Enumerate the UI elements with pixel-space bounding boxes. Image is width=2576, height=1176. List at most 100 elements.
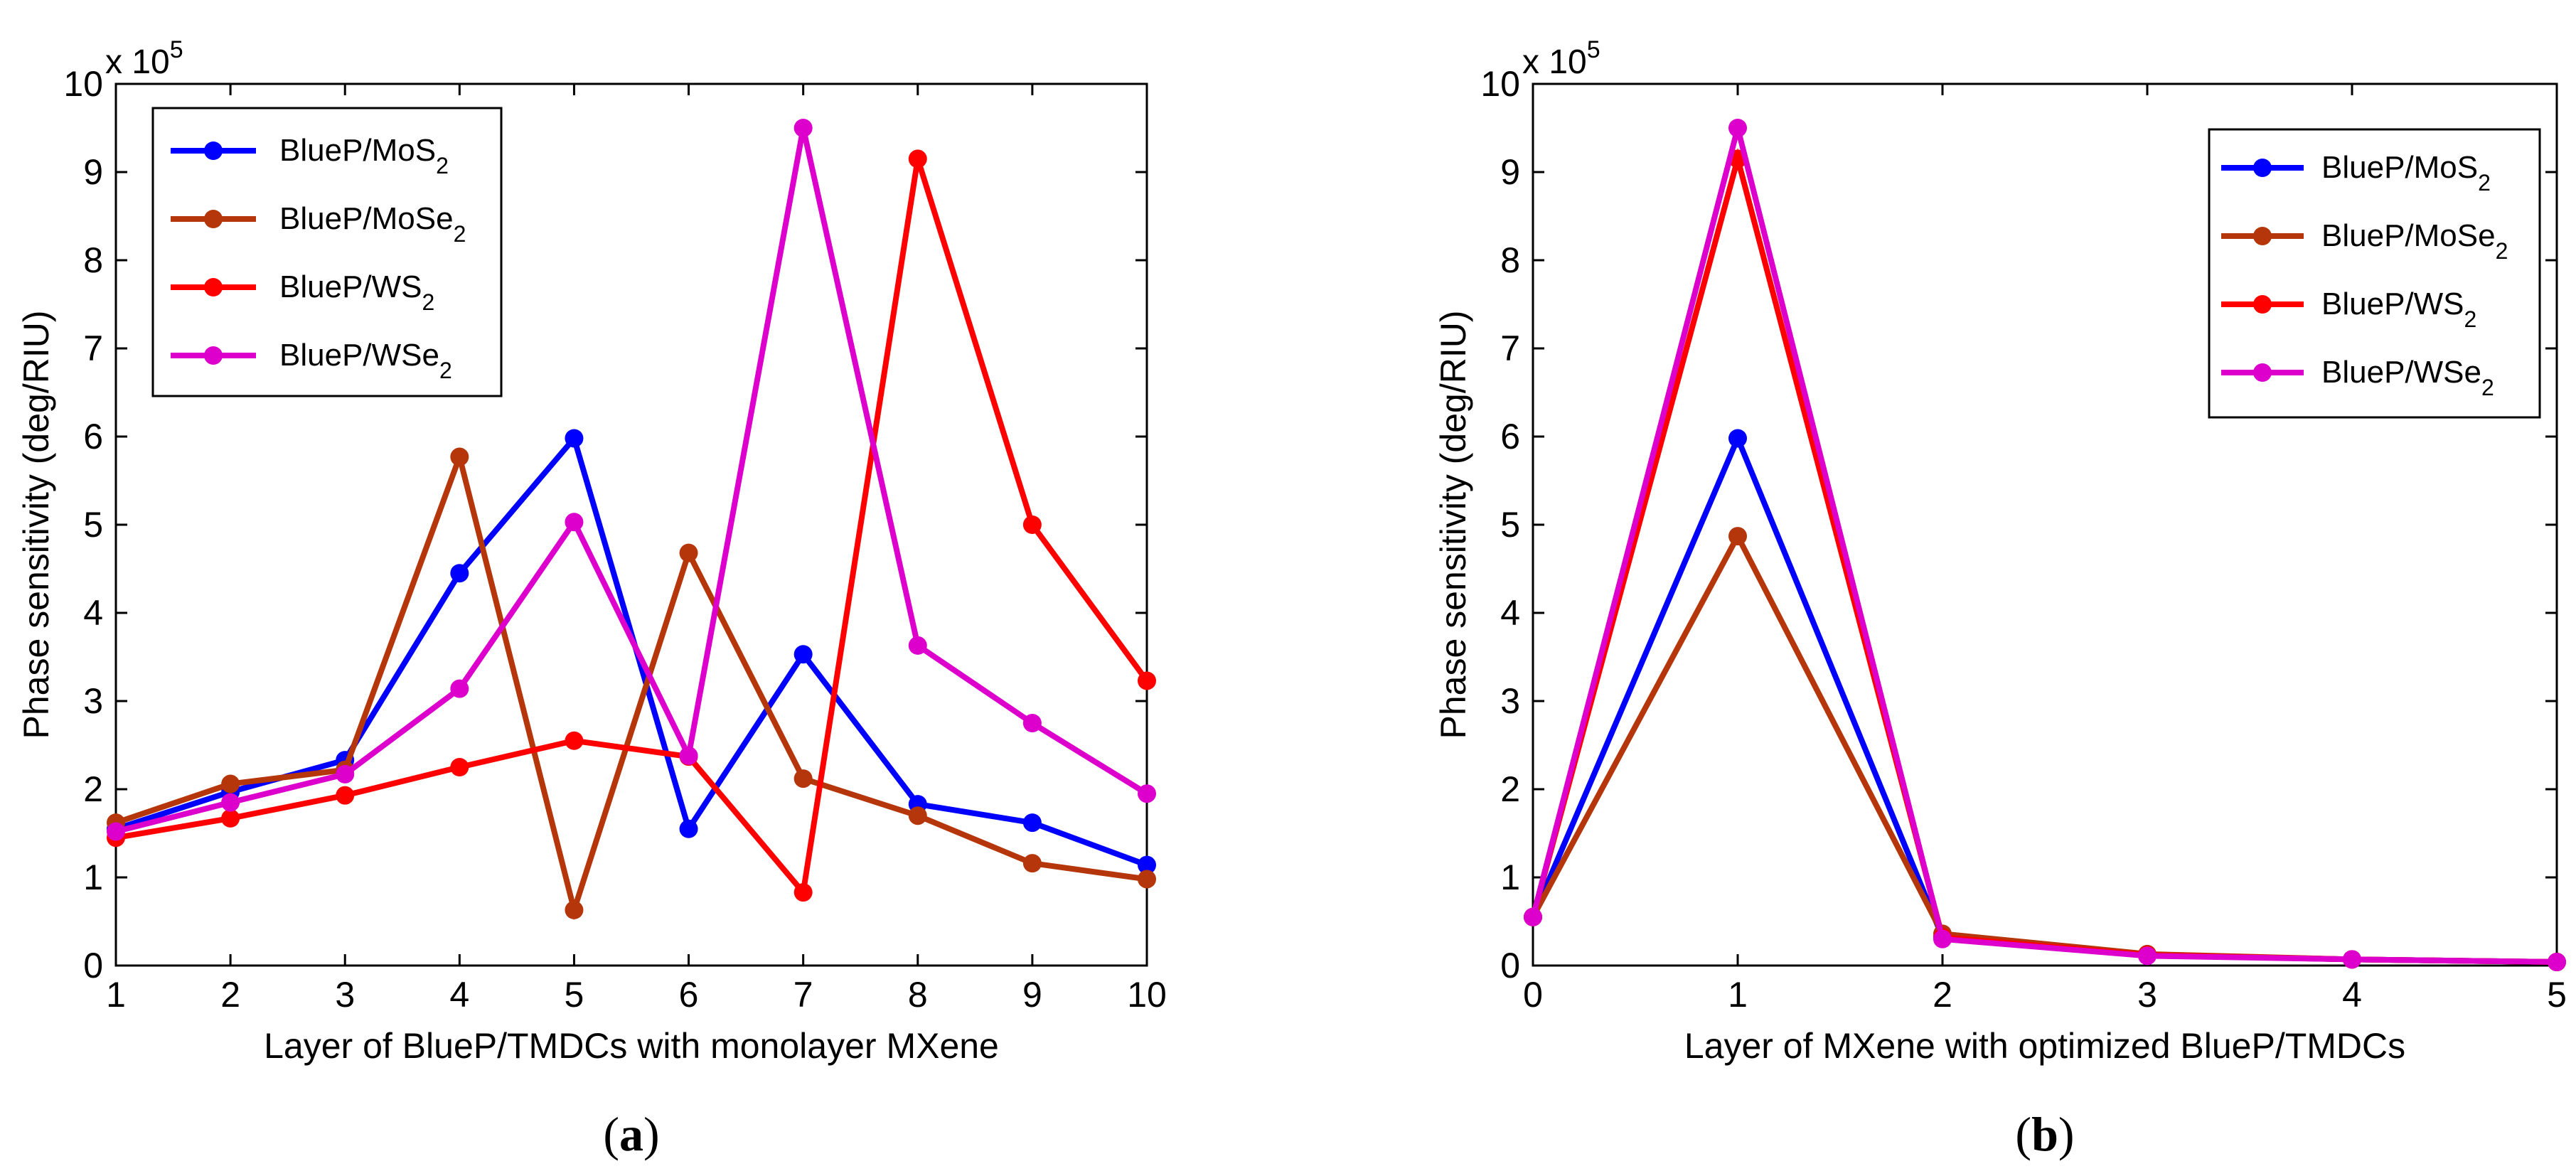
x-tick-label: 4 <box>449 975 469 1015</box>
data-point <box>450 447 469 466</box>
y-tick-label: 9 <box>1500 152 1520 192</box>
data-point <box>1022 854 1042 873</box>
legend-subscript: 2 <box>436 153 449 178</box>
legend-marker <box>2253 363 2272 382</box>
y-tick-label: 3 <box>83 681 103 721</box>
legend-subscript: 2 <box>422 289 435 315</box>
data-point <box>793 645 813 664</box>
legend-subscript: 2 <box>439 358 452 383</box>
y-tick-label: 5 <box>83 505 103 545</box>
legend-label: BlueP/WS2 <box>279 269 434 315</box>
legend-subscript: 2 <box>2481 375 2494 400</box>
data-point <box>1138 870 1156 889</box>
y-multiplier-base: x 10 <box>105 43 170 81</box>
y-multiplier-exponent: 5 <box>170 36 183 63</box>
y-tick-label: 4 <box>1500 593 1520 633</box>
legend-marker <box>204 346 223 365</box>
data-point <box>221 774 240 793</box>
series-line-3 <box>1530 127 2558 966</box>
data-point <box>679 819 698 838</box>
legend-name: BlueP/WSe <box>279 338 439 373</box>
data-point <box>221 808 240 828</box>
legend-label: BlueP/MoSe2 <box>2321 218 2508 264</box>
y-multiplier-exponent: 5 <box>1587 36 1600 63</box>
x-tick-label: 2 <box>220 975 240 1015</box>
series-line-0 <box>114 432 1148 868</box>
legend-label: BlueP/WSe2 <box>2321 355 2494 400</box>
x-tick-label: 3 <box>335 975 355 1015</box>
data-point <box>908 806 927 825</box>
y-tick-label: 0 <box>1500 946 1520 985</box>
data-point <box>1022 714 1042 732</box>
y-multiplier: x 105 <box>1522 36 1600 81</box>
series-line-1 <box>1530 530 2558 966</box>
data-point <box>336 786 355 805</box>
data-point <box>336 764 355 784</box>
legend-label: BlueP/WS2 <box>2321 287 2476 332</box>
legend-label: BlueP/WSe2 <box>279 338 452 383</box>
x-tick-label: 4 <box>2342 975 2362 1015</box>
legend-name: BlueP/WS <box>2321 287 2464 321</box>
series-line-3 <box>115 127 1149 835</box>
y-multiplier-base: x 10 <box>1522 43 1587 81</box>
legend-label: BlueP/MoSe2 <box>279 201 466 247</box>
data-point <box>107 822 125 841</box>
y-tick-label: 0 <box>83 946 103 985</box>
x-tick-label: 1 <box>106 975 126 1015</box>
x-axis-label: Layer of MXene with optimized BlueP/TMDC… <box>1684 1026 2405 1066</box>
data-point <box>1728 527 1747 546</box>
data-point <box>1933 929 1952 948</box>
y-tick-label: 9 <box>83 152 103 192</box>
panel-caption: (a) <box>603 1107 659 1161</box>
y-tick-label: 7 <box>1500 328 1520 368</box>
y-tick-label: 8 <box>83 240 103 280</box>
data-point <box>1022 813 1042 833</box>
data-point <box>908 636 927 655</box>
y-tick-label: 3 <box>1500 681 1520 721</box>
x-tick-label: 8 <box>908 975 928 1015</box>
x-tick-label: 5 <box>565 975 584 1015</box>
x-tick-label: 0 <box>1523 975 1543 1015</box>
legend-label: BlueP/MoS2 <box>279 133 449 178</box>
y-tick-label: 5 <box>1500 505 1520 545</box>
legend-name: BlueP/MoS <box>279 133 436 168</box>
data-point <box>450 758 469 776</box>
caption-letter: b <box>2031 1107 2058 1161</box>
data-point <box>221 793 240 812</box>
panel-caption: (b) <box>2015 1107 2074 1161</box>
data-point <box>1138 855 1156 875</box>
x-tick-label: 1 <box>1728 975 1748 1015</box>
data-point <box>793 883 813 902</box>
data-point <box>450 679 469 698</box>
y-multiplier: x 105 <box>105 36 183 81</box>
legend-name: BlueP/MoSe <box>279 201 454 236</box>
data-point <box>1728 429 1747 448</box>
data-point <box>2343 950 2361 969</box>
data-point <box>565 513 584 532</box>
data-point <box>793 769 813 789</box>
y-tick-label: 7 <box>83 328 103 368</box>
x-tick-label: 7 <box>793 975 813 1015</box>
data-point <box>1524 907 1542 926</box>
data-point <box>679 746 698 765</box>
legend-marker <box>204 141 223 160</box>
y-tick-label: 2 <box>83 769 103 809</box>
y-axis-label: Phase sensitivity (deg/RIU) <box>16 310 56 739</box>
series-line-2 <box>115 158 1150 899</box>
data-point <box>2548 953 2566 972</box>
series-line-1 <box>114 447 1148 921</box>
legend-marker <box>204 278 223 296</box>
legend-name: BlueP/WS <box>279 269 422 304</box>
legend-marker <box>204 210 223 228</box>
x-tick-label: 3 <box>2137 975 2157 1015</box>
legend-name: BlueP/WSe <box>2321 355 2481 390</box>
caption-open: ( <box>2015 1107 2031 1161</box>
legend-label: BlueP/MoS2 <box>2321 150 2491 196</box>
y-tick-label: 4 <box>83 593 103 633</box>
y-tick-label: 6 <box>1500 417 1520 456</box>
